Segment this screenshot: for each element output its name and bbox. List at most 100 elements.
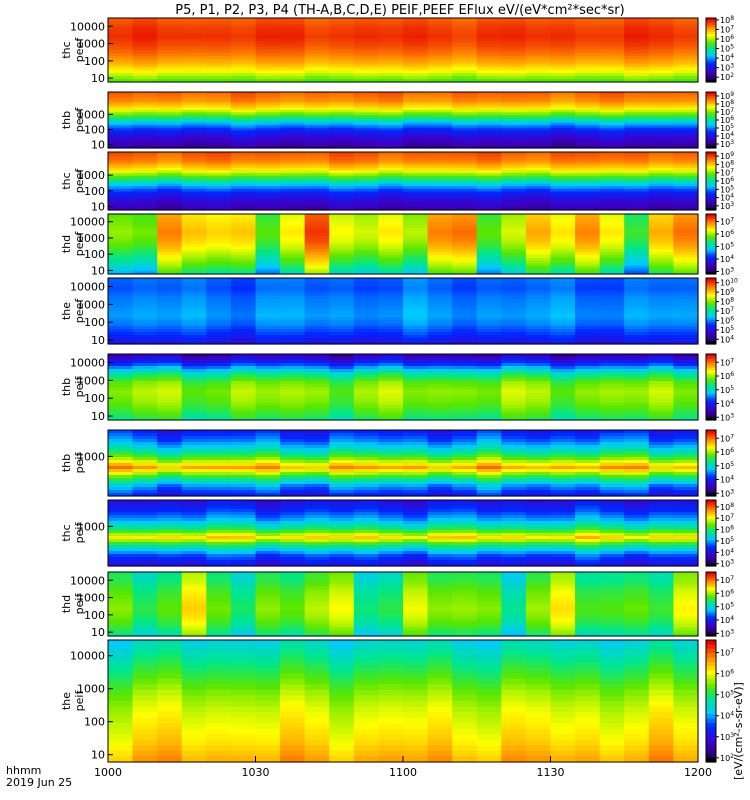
colorbar-step — [706, 479, 716, 483]
heatmap-cell — [255, 94, 281, 98]
heatmap-cell — [280, 589, 306, 593]
heatmap-cell — [427, 604, 453, 608]
heatmap-cell — [648, 244, 675, 248]
heatmap-cell — [550, 490, 576, 494]
heatmap-cell — [673, 26, 699, 31]
heatmap-cell — [575, 509, 601, 513]
colorbar-step — [706, 154, 716, 157]
heatmap-cell — [206, 545, 232, 549]
heatmap-cell — [673, 484, 699, 488]
heatmap-cell — [525, 70, 552, 74]
colorbar-step — [706, 313, 716, 317]
heatmap-cell — [501, 216, 527, 221]
heatmap-cell — [132, 574, 158, 579]
heatmap-cell — [599, 254, 625, 259]
heatmap-cell — [230, 586, 257, 591]
heatmap-cell — [280, 61, 306, 66]
heatmap-cell — [304, 378, 330, 382]
heatmap-cell — [378, 157, 404, 161]
heatmap-cell — [599, 142, 625, 147]
heatmap-cell — [132, 32, 158, 37]
heatmap-cell — [181, 439, 207, 443]
heatmap-cell — [181, 137, 207, 141]
heatmap-cell — [181, 338, 207, 342]
heatmap-cell — [378, 527, 404, 531]
heatmap-cell — [427, 454, 453, 458]
heatmap-cell — [157, 335, 183, 339]
colorbar-step — [706, 551, 716, 555]
heatmap-cell — [673, 472, 699, 476]
heatmap-cell — [501, 246, 527, 251]
heatmap-cell — [501, 326, 527, 330]
heatmap-cell — [624, 411, 650, 415]
heatmap-cell — [403, 47, 429, 51]
heatmap-cell — [575, 329, 601, 333]
colorbar-step — [706, 66, 716, 69]
heatmap-cell — [476, 433, 502, 437]
colorbar-tick-label: 105 — [720, 184, 734, 194]
heatmap-cell — [501, 188, 527, 193]
heatmap-cell — [132, 527, 158, 531]
heatmap-cell — [132, 372, 158, 376]
heatmap-cell — [206, 335, 232, 339]
heatmap-cell — [108, 246, 134, 251]
heatmap-cell — [378, 335, 404, 339]
heatmap-cell — [157, 323, 183, 327]
heatmap-cell — [108, 216, 134, 221]
heatmap-cell — [452, 196, 478, 201]
heatmap-cell — [206, 503, 232, 507]
heatmap-cell — [599, 436, 625, 440]
heatmap-cell — [575, 70, 601, 74]
heatmap-cell — [353, 466, 380, 470]
heatmap-cell — [624, 366, 650, 370]
colorbar-step — [706, 311, 716, 314]
heatmap-cell — [403, 609, 429, 614]
heatmap-cell — [452, 214, 478, 218]
heatmap-cell — [378, 183, 404, 187]
heatmap-cell — [575, 481, 601, 485]
heatmap-cell — [108, 417, 134, 421]
heatmap-cell — [599, 478, 625, 482]
heatmap-cell — [550, 378, 576, 382]
heatmap-cell — [599, 35, 625, 39]
heatmap-cell — [132, 281, 158, 285]
heatmap-cell — [230, 284, 257, 288]
heatmap-cell — [255, 500, 281, 504]
heatmap-cell — [673, 521, 699, 525]
heatmap-cell — [353, 378, 380, 382]
heatmap-cell — [673, 430, 699, 434]
colorbar-frame — [705, 429, 717, 497]
heatmap-cell — [255, 246, 281, 251]
heatmap-cell — [476, 135, 502, 139]
heatmap-cell — [206, 204, 232, 208]
heatmap-cell — [280, 162, 306, 166]
heatmap-cell — [230, 145, 257, 149]
heatmap-cell — [476, 387, 502, 391]
heatmap-cell — [378, 399, 404, 403]
heatmap-cell — [255, 281, 281, 285]
heatmap-cell — [157, 214, 183, 218]
heatmap-cell — [206, 109, 232, 113]
heatmap-cell — [230, 233, 257, 237]
heatmap-cell — [648, 478, 675, 482]
heatmap-cell — [181, 254, 207, 259]
heatmap-cell — [280, 305, 306, 309]
heatmap-cell — [304, 167, 330, 172]
heatmap-cell — [452, 216, 478, 221]
heatmap-cell — [329, 175, 355, 179]
heatmap-cell — [452, 132, 478, 136]
heatmap-cell — [378, 524, 404, 528]
heatmap-cell — [378, 125, 404, 129]
heatmap-cell — [575, 194, 601, 198]
heatmap-cell — [280, 393, 306, 397]
colorbar-step — [706, 391, 716, 395]
heatmap-cell — [181, 219, 207, 223]
colorbar-tick-label: 106 — [720, 34, 734, 44]
heatmap-cell — [501, 26, 527, 31]
heatmap-cell — [230, 341, 257, 345]
heatmap-cell — [108, 323, 134, 327]
heatmap-cell — [304, 548, 330, 552]
heatmap-cell — [181, 214, 207, 218]
heatmap-cell — [599, 460, 625, 464]
